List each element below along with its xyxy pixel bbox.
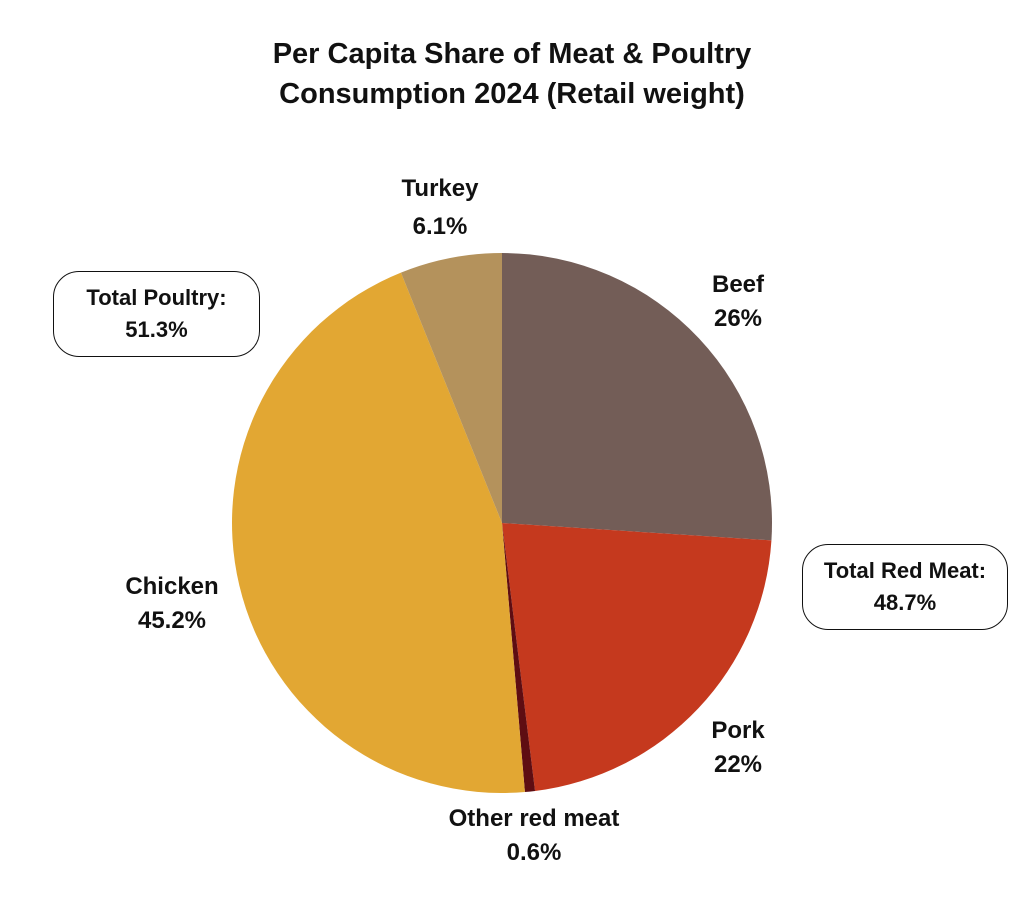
slice-label-chicken-name: Chicken <box>125 573 219 600</box>
slice-label-other-red-meat: Other red meat 0.6% <box>384 802 684 870</box>
slice-label-turkey: Turkey 6.1% <box>340 172 540 244</box>
slice-label-beef: Beef 26% <box>638 268 838 336</box>
pie-slice-turkey <box>400 253 502 523</box>
pie-slice-chicken <box>232 272 525 794</box>
total-red-meat-value: 48.7% <box>873 590 937 615</box>
total-red-meat-callout: Total Red Meat: 48.7% <box>802 544 1008 630</box>
slice-label-pork: Pork 22% <box>638 714 838 782</box>
slice-label-chicken-value: 45.2% <box>137 607 207 634</box>
slice-label-other-red-meat-value: 0.6% <box>506 839 562 866</box>
slice-label-chicken: Chicken 45.2% <box>72 570 272 638</box>
pie-slice-other-red-meat <box>502 523 536 793</box>
total-poultry-value: 51.3% <box>125 317 188 342</box>
total-poultry-callout: Total Poultry: 51.3% <box>53 271 260 357</box>
slice-label-pork-name: Pork <box>711 717 765 744</box>
chart-title: Per Capita Share of Meat & Poultry Consu… <box>0 34 1024 114</box>
slice-label-turkey-name: Turkey <box>401 175 479 202</box>
pie-slice-beef <box>502 253 772 541</box>
slice-label-beef-name: Beef <box>711 271 765 298</box>
slice-label-turkey-value: 6.1% <box>412 213 468 240</box>
slice-label-pork-value: 22% <box>713 751 763 778</box>
slice-label-beef-value: 26% <box>713 305 763 332</box>
chart-title-line1: Per Capita Share of Meat & Poultry <box>272 38 752 70</box>
pie-slice-pork <box>502 523 772 791</box>
slice-label-other-red-meat-name: Other red meat <box>448 805 620 832</box>
chart-title-line2: Consumption 2024 (Retail weight) <box>279 78 745 110</box>
total-poultry-label: Total Poultry: <box>86 285 227 310</box>
total-red-meat-label: Total Red Meat: <box>823 558 987 583</box>
